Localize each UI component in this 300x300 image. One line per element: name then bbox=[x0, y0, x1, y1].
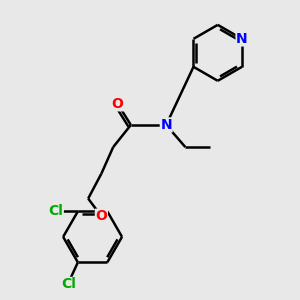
Text: O: O bbox=[112, 97, 124, 111]
Text: N: N bbox=[160, 118, 172, 132]
Text: N: N bbox=[236, 32, 248, 46]
Text: Cl: Cl bbox=[61, 278, 76, 291]
Text: O: O bbox=[95, 209, 107, 223]
Text: Cl: Cl bbox=[48, 204, 63, 218]
